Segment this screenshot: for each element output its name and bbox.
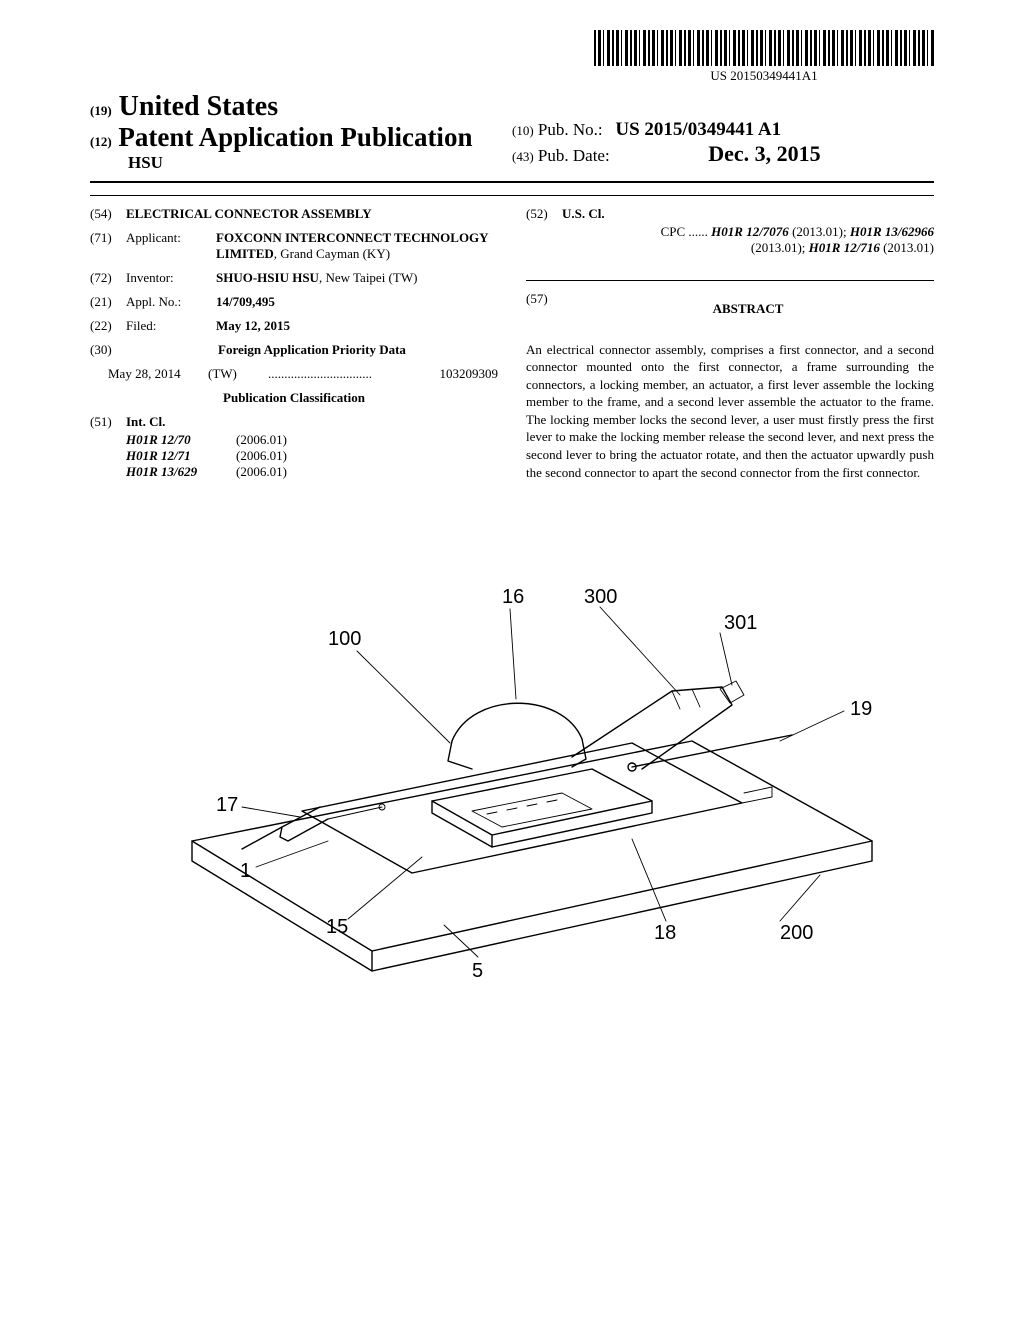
fig-label-16: 16 xyxy=(502,586,524,608)
intcl-year-0: (2006.01) xyxy=(236,432,287,448)
appl-no: 14/709,495 xyxy=(216,294,498,310)
code-54: (54) xyxy=(90,206,126,222)
label-applicant: Applicant: xyxy=(126,230,216,246)
fig-label-17: 17 xyxy=(216,794,238,816)
barcode-stripes xyxy=(594,30,934,66)
priority-date: May 28, 2014 xyxy=(108,366,208,382)
divider-abstract xyxy=(526,280,934,281)
inventor-suffix: , New Taipei (TW) xyxy=(319,270,417,285)
priority-country: (TW) xyxy=(208,366,268,382)
heading-pub-classification: Publication Classification xyxy=(90,390,498,406)
code-30: (30) xyxy=(90,342,126,358)
code-72: (72) xyxy=(90,270,126,286)
code-52: (52) xyxy=(526,206,562,222)
intcl-code-0: H01R 12/70 xyxy=(126,432,236,448)
intcl-year-1: (2006.01) xyxy=(236,448,287,464)
priority-number: 103209309 xyxy=(434,366,499,382)
cpc-year-0: (2013.01); xyxy=(792,224,847,239)
label-int-cl: Int. Cl. xyxy=(126,414,498,430)
code-71: (71) xyxy=(90,230,126,246)
fig-label-5: 5 xyxy=(472,960,483,982)
heading-abstract: ABSTRACT xyxy=(562,301,934,317)
fig-label-15: 15 xyxy=(326,916,348,938)
code-19: (19) xyxy=(90,103,112,118)
intcl-code-1: H01R 12/71 xyxy=(126,448,236,464)
filed-date: May 12, 2015 xyxy=(216,318,498,334)
country: United States xyxy=(119,91,278,122)
fig-label-1: 1 xyxy=(240,860,251,882)
code-51: (51) xyxy=(90,414,126,430)
inventor-name: SHUO-HSIU HSU xyxy=(216,270,319,285)
pub-no-label: Pub. No.: xyxy=(538,120,603,139)
applicant-suffix: , Grand Cayman (KY) xyxy=(274,246,390,261)
fig-label-100: 100 xyxy=(328,628,361,650)
intcl-code-2: H01R 13/629 xyxy=(126,464,236,480)
priority-dots: ................................ xyxy=(268,366,434,382)
cpc-code-2: H01R 12/716 xyxy=(809,240,880,255)
label-appl-no: Appl. No.: xyxy=(126,294,216,310)
abstract-text: An electrical connector assembly, compri… xyxy=(526,341,934,481)
divider-thick xyxy=(90,181,934,183)
cpc-year-2: (2013.01) xyxy=(883,240,934,255)
code-10: (10) xyxy=(512,123,534,138)
pub-date-label: Pub. Date: xyxy=(538,146,610,165)
code-12: (12) xyxy=(90,134,112,149)
title-of-invention: ELECTRICAL CONNECTOR ASSEMBLY xyxy=(126,206,498,222)
bibliographic-data: (54) ELECTRICAL CONNECTOR ASSEMBLY (71) … xyxy=(90,206,934,481)
code-22: (22) xyxy=(90,318,126,334)
intcl-year-2: (2006.01) xyxy=(236,464,287,480)
cpc-code-1: H01R 13/62966 xyxy=(850,224,934,239)
cpc-year-1: (2013.01); xyxy=(751,240,806,255)
code-43: (43) xyxy=(512,149,534,164)
heading-foreign-priority: Foreign Application Priority Data xyxy=(126,342,498,358)
pub-date: Dec. 3, 2015 xyxy=(708,141,820,166)
barcode-block: US 20150349441A1 xyxy=(90,30,934,85)
author: HSU xyxy=(90,153,512,173)
fig-label-300: 300 xyxy=(584,586,617,608)
pub-no: US 2015/0349441 A1 xyxy=(615,119,781,140)
fig-label-18: 18 xyxy=(654,922,676,944)
fig-label-301: 301 xyxy=(724,612,757,634)
publication-type: Patent Application Publication xyxy=(118,122,472,152)
code-57: (57) xyxy=(526,291,562,341)
label-inventor: Inventor: xyxy=(126,270,216,286)
header: (19) United States (12) Patent Applicati… xyxy=(90,91,934,173)
divider-thin xyxy=(90,195,934,196)
cpc-code-0: H01R 12/7076 xyxy=(711,224,789,239)
barcode-text: US 20150349441A1 xyxy=(594,68,934,84)
fig-label-19: 19 xyxy=(850,698,872,720)
label-filed: Filed: xyxy=(126,318,216,334)
patent-figure: 100 16 300 301 19 17 1 15 5 18 200 xyxy=(90,511,934,996)
fig-label-200: 200 xyxy=(780,922,813,944)
code-21: (21) xyxy=(90,294,126,310)
label-us-cl: U.S. Cl. xyxy=(562,206,934,222)
cpc-prefix: CPC ...... xyxy=(661,224,708,239)
